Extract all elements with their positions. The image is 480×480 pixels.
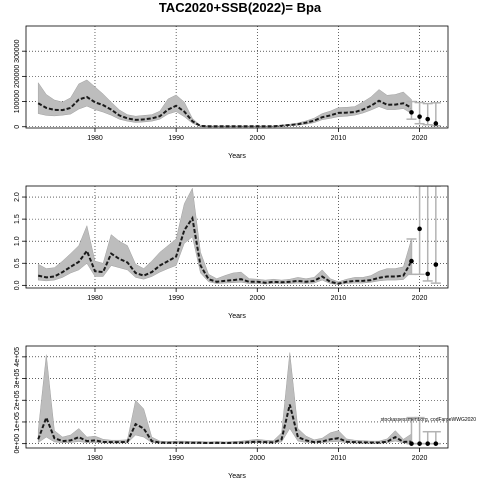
- y-tick-label: 0: [14, 125, 21, 129]
- x-tick-label: 1980: [87, 135, 103, 142]
- y-tick-label: 0.0: [14, 280, 21, 290]
- panels: 1980 1990 2000 2010 2020 0 100000 200000 300000 Y…: [14, 25, 477, 480]
- panel-3: stockassessment.org, codFaroeWWG2020 1980…: [14, 345, 477, 480]
- plot-frame: [25, 185, 449, 289]
- panel-2: 1980 1990 2000 2010 2020 0.0 0.5 1.0 1.5 2.0 Years: [14, 185, 449, 320]
- projection-point: [417, 441, 422, 446]
- x-tick-label: 1990: [168, 295, 184, 302]
- y-tick-label: 200000: [14, 65, 21, 88]
- x-tick-label: 1980: [87, 455, 103, 462]
- x-tick-label: 2000: [249, 455, 265, 462]
- y-tick-label: 1.0: [14, 236, 21, 246]
- projection-point: [417, 226, 422, 232]
- plot-area: [26, 346, 448, 448]
- y-tick-label: 3e+05: [14, 369, 21, 389]
- projection-point: [433, 121, 439, 126]
- plot-area: [26, 186, 448, 288]
- median-line: [37, 95, 412, 128]
- x-tick-label: 1990: [168, 455, 184, 462]
- x-tick-label: 2020: [412, 455, 428, 462]
- y-tick-label: 1e+05: [14, 412, 21, 432]
- y-tick-label: 2e+05: [14, 390, 21, 410]
- y-tick-label: 2.0: [14, 192, 21, 202]
- x-axis-title: Years: [228, 313, 246, 320]
- y-tick-label: 0.5: [14, 258, 21, 268]
- plot-frame: [25, 25, 449, 129]
- panel-1: 1980 1990 2000 2010 2020 0 100000 200000 300000 Y…: [14, 25, 449, 160]
- x-tick-label: 2020: [412, 135, 428, 142]
- x-tick-label: 2010: [331, 455, 347, 462]
- projection-point: [433, 262, 439, 267]
- projection-point: [409, 110, 414, 115]
- plot-frame: [25, 345, 449, 449]
- projection-point: [425, 441, 431, 446]
- y-tick-label: 0e+00: [14, 434, 21, 454]
- x-tick-label: 1990: [168, 135, 184, 142]
- confidence-band: [37, 352, 412, 444]
- projection-point: [425, 116, 431, 122]
- projection-point: [417, 114, 422, 119]
- confidence-band: [37, 79, 412, 127]
- plot-area: [26, 26, 448, 128]
- stock-annotation: stockassessment.org, codFaroeWWG2020: [381, 417, 477, 423]
- figure-title: TAC2020+SSB(2022)= Bpa: [159, 0, 322, 15]
- projection-point: [433, 441, 439, 446]
- y-tick-label: 4e+05: [14, 347, 21, 367]
- median-line: [37, 215, 413, 285]
- x-axis-title: Years: [228, 473, 246, 480]
- y-tick-label: 1.5: [14, 214, 21, 224]
- median-line: [37, 404, 412, 445]
- y-tick-label: 100000: [14, 90, 21, 113]
- projection-point: [425, 271, 431, 277]
- y-tick-label: 300000: [14, 39, 21, 62]
- x-tick-label: 1980: [87, 295, 103, 302]
- x-tick-label: 2010: [331, 135, 347, 142]
- x-axis-title: Years: [228, 153, 246, 160]
- x-tick-label: 2000: [249, 135, 265, 142]
- projection-point: [409, 258, 414, 264]
- x-tick-label: 2000: [249, 295, 265, 302]
- x-tick-label: 2010: [331, 295, 347, 302]
- x-tick-label: 2020: [412, 295, 428, 302]
- projection-point: [409, 441, 414, 446]
